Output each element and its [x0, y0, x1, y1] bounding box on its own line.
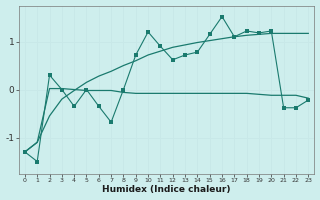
X-axis label: Humidex (Indice chaleur): Humidex (Indice chaleur) — [102, 185, 231, 194]
